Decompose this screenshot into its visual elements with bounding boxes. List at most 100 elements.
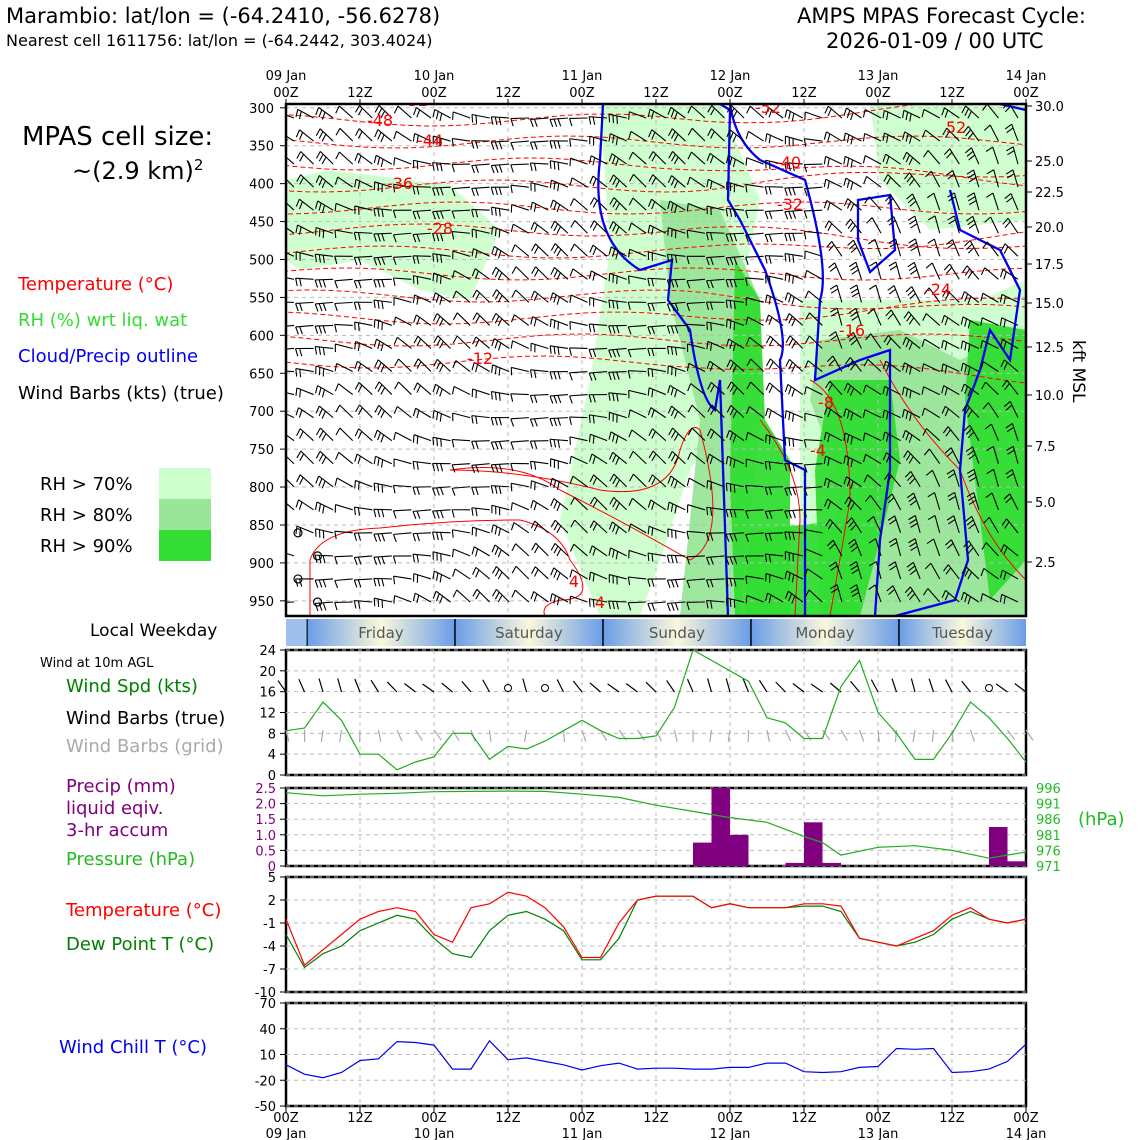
wind-barb-flag: [314, 346, 318, 355]
temp-label: Temperature (°C): [66, 900, 222, 921]
wind-barb-flag: [966, 519, 974, 526]
p-tick-label: 800: [249, 481, 274, 496]
wind-barb: [359, 104, 373, 119]
wind-barb-flag: [851, 292, 860, 298]
wind-barb-flag: [764, 553, 768, 563]
wind-barb: [286, 601, 295, 603]
wind-barb-flag: [791, 364, 796, 373]
wind-barb-flag: [910, 246, 918, 252]
wind-barb-flag: [529, 162, 533, 172]
wind-barb-flag: [784, 292, 789, 301]
wind-barb-flag: [823, 179, 827, 188]
wind-barb-flag: [440, 510, 444, 519]
wind-barb-flag: [729, 556, 734, 565]
wind-barb: [884, 385, 901, 396]
wind-barb: [373, 207, 392, 211]
wind-barb: [355, 340, 373, 349]
weekday-cell: [898, 619, 1026, 646]
wind-barb-flag: [615, 457, 620, 465]
wind-barb-flag: [673, 180, 679, 189]
wind-barb-flag: [707, 382, 712, 390]
wind-barb: [1012, 169, 1019, 188]
wind-barb-flag: [849, 542, 857, 549]
wind-barb-flag: [885, 134, 889, 143]
wind-barb: [993, 469, 999, 487]
wind-barb-flag: [615, 250, 619, 259]
wind-barb: [1001, 593, 1019, 603]
wind10-barb: [441, 682, 453, 693]
wind-barb-flag: [412, 511, 417, 520]
wind-barb-flag: [557, 183, 560, 192]
wind-barb-flag: [824, 498, 829, 507]
wind-barb-flag: [921, 363, 925, 372]
wind-barb: [1009, 493, 1019, 511]
wind-barb-flag: [745, 595, 748, 604]
wind-barb-flag: [686, 230, 689, 239]
wind-barb-flag: [550, 520, 556, 528]
wind-barb: [827, 105, 843, 119]
wind-barb-flag: [295, 224, 299, 233]
chill-panel-ytick-label: 70: [259, 997, 276, 1012]
wind-barb-flag: [373, 257, 378, 266]
wind-barb: [804, 463, 823, 466]
wind-barb: [667, 253, 686, 257]
wind-barb: [706, 231, 725, 234]
wind-barb-flag: [612, 393, 615, 402]
wind-barb: [856, 284, 862, 303]
temp-contour-dashed: [286, 231, 1026, 259]
wind-barb-flag: [491, 246, 495, 255]
wind-barb-flag: [498, 441, 503, 450]
wind-barb: [339, 404, 354, 419]
wind-barb-flag: [318, 503, 322, 512]
wind-barb-flag: [436, 463, 440, 472]
wind-barb-flag: [534, 482, 536, 491]
wind-barb-flag: [907, 197, 915, 204]
wind-barb-flag: [947, 173, 955, 180]
legend-rh: RH (%) wrt liq. wat: [18, 310, 188, 331]
wind-barb: [628, 275, 647, 280]
wind-barb: [630, 523, 647, 534]
wind-barb-flag: [686, 477, 690, 487]
wind-barb: [532, 316, 549, 326]
wind-barb-flag: [416, 296, 419, 305]
wind-barb-flag: [471, 487, 475, 496]
wind-barb-flag: [377, 208, 380, 217]
wind-barb-flag: [850, 181, 854, 190]
wind-barb-flag: [729, 578, 733, 587]
wind-barb-flag: [510, 142, 515, 151]
wind-barb: [589, 296, 608, 303]
wind10-grid-barb: [581, 729, 587, 742]
wind-barb-flag: [498, 486, 502, 495]
wind-barb-flag: [295, 499, 300, 508]
wind-barb: [300, 450, 314, 465]
wind-barb-flag: [729, 233, 734, 242]
wind-barb-flag: [373, 429, 378, 438]
wind-barb-flag: [510, 340, 514, 349]
wind-barb-flag: [315, 151, 321, 159]
wind-barb-flag: [960, 340, 964, 349]
wind-barb-flag: [651, 111, 655, 120]
wind-barb-flag: [848, 261, 857, 268]
legend-rh90-label: RH > 90%: [40, 536, 133, 557]
wind-barb-flag: [746, 381, 752, 390]
wind-barb: [706, 599, 725, 603]
wind-barb: [432, 436, 451, 442]
wind-barb-flag: [612, 524, 617, 533]
wind-barb: [667, 528, 686, 534]
wind-barb-flag: [969, 476, 977, 482]
wind-barb: [491, 140, 510, 143]
wind-barb-flag: [314, 254, 318, 263]
wind-barb-flag: [733, 256, 738, 265]
wind-barb-flag: [393, 316, 397, 325]
wind-barb-flag: [588, 372, 593, 381]
wind-barb: [691, 404, 706, 419]
wind-barb-flag: [412, 133, 416, 142]
top-day-label: 12 Jan: [710, 69, 751, 84]
wind-barb: [432, 531, 451, 534]
wind-barb: [514, 589, 530, 603]
wind-barb: [456, 312, 471, 326]
wind-barb-flag: [768, 410, 772, 419]
wind-barb-flag: [549, 119, 554, 128]
wind-barb: [709, 152, 725, 165]
wind-barb: [709, 360, 725, 372]
